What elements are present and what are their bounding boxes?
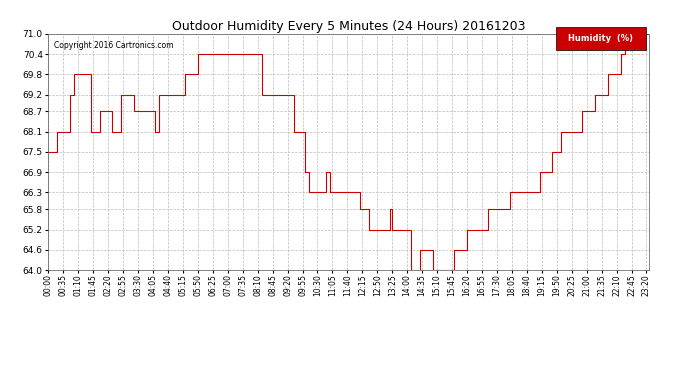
Title: Outdoor Humidity Every 5 Minutes (24 Hours) 20161203: Outdoor Humidity Every 5 Minutes (24 Hou… <box>172 20 525 33</box>
FancyBboxPatch shape <box>555 27 646 50</box>
Text: Humidity  (%): Humidity (%) <box>568 34 633 43</box>
Text: Copyright 2016 Cartronics.com: Copyright 2016 Cartronics.com <box>55 41 174 50</box>
